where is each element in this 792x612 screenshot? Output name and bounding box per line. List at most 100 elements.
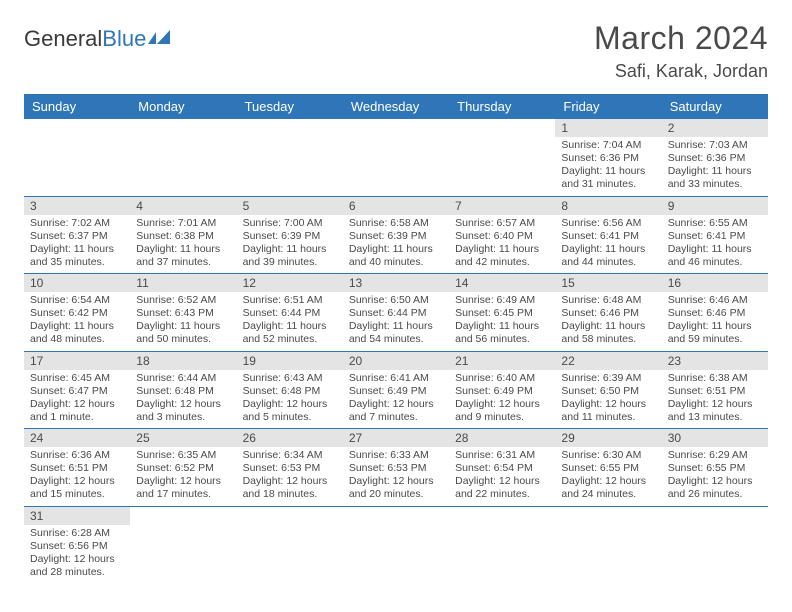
day-cell: 18Sunrise: 6:44 AMSunset: 6:48 PMDayligh…: [130, 351, 236, 429]
logo: GeneralBlue: [24, 26, 174, 52]
day-details: Sunrise: 6:50 AMSunset: 6:44 PMDaylight:…: [343, 292, 449, 351]
day-details: Sunrise: 6:52 AMSunset: 6:43 PMDaylight:…: [130, 292, 236, 351]
day-cell: 1Sunrise: 7:04 AMSunset: 6:36 PMDaylight…: [555, 119, 661, 196]
month-title: March 2024: [594, 20, 768, 57]
logo-flag-icon: [148, 30, 174, 48]
day-cell: [130, 506, 236, 583]
day-number: 11: [130, 274, 236, 292]
day-number: 7: [449, 197, 555, 215]
day-number: 23: [662, 352, 768, 370]
week-row: 1Sunrise: 7:04 AMSunset: 6:36 PMDaylight…: [24, 119, 768, 196]
col-saturday: Saturday: [662, 94, 768, 119]
day-number: 19: [237, 352, 343, 370]
day-cell: 27Sunrise: 6:33 AMSunset: 6:53 PMDayligh…: [343, 429, 449, 507]
day-number: 6: [343, 197, 449, 215]
week-row: 31Sunrise: 6:28 AMSunset: 6:56 PMDayligh…: [24, 506, 768, 583]
day-details: Sunrise: 6:31 AMSunset: 6:54 PMDaylight:…: [449, 447, 555, 506]
day-details: Sunrise: 6:46 AMSunset: 6:46 PMDaylight:…: [662, 292, 768, 351]
col-tuesday: Tuesday: [237, 94, 343, 119]
day-number: 5: [237, 197, 343, 215]
day-number: 22: [555, 352, 661, 370]
week-row: 3Sunrise: 7:02 AMSunset: 6:37 PMDaylight…: [24, 196, 768, 274]
day-cell: 19Sunrise: 6:43 AMSunset: 6:48 PMDayligh…: [237, 351, 343, 429]
day-cell: 11Sunrise: 6:52 AMSunset: 6:43 PMDayligh…: [130, 274, 236, 352]
day-number: 18: [130, 352, 236, 370]
day-cell: 8Sunrise: 6:56 AMSunset: 6:41 PMDaylight…: [555, 196, 661, 274]
day-cell: 6Sunrise: 6:58 AMSunset: 6:39 PMDaylight…: [343, 196, 449, 274]
day-cell: 14Sunrise: 6:49 AMSunset: 6:45 PMDayligh…: [449, 274, 555, 352]
day-details: Sunrise: 7:00 AMSunset: 6:39 PMDaylight:…: [237, 215, 343, 274]
day-cell: 25Sunrise: 6:35 AMSunset: 6:52 PMDayligh…: [130, 429, 236, 507]
day-details: Sunrise: 6:54 AMSunset: 6:42 PMDaylight:…: [24, 292, 130, 351]
week-row: 17Sunrise: 6:45 AMSunset: 6:47 PMDayligh…: [24, 351, 768, 429]
day-number: 15: [555, 274, 661, 292]
day-details: Sunrise: 6:33 AMSunset: 6:53 PMDaylight:…: [343, 447, 449, 506]
day-cell: 30Sunrise: 6:29 AMSunset: 6:55 PMDayligh…: [662, 429, 768, 507]
day-cell: [130, 119, 236, 196]
day-cell: [343, 506, 449, 583]
day-cell: [449, 506, 555, 583]
day-cell: [237, 506, 343, 583]
day-details: Sunrise: 6:38 AMSunset: 6:51 PMDaylight:…: [662, 370, 768, 429]
day-number: 26: [237, 429, 343, 447]
day-number: 10: [24, 274, 130, 292]
day-number: 13: [343, 274, 449, 292]
day-cell: 4Sunrise: 7:01 AMSunset: 6:38 PMDaylight…: [130, 196, 236, 274]
day-details: Sunrise: 6:36 AMSunset: 6:51 PMDaylight:…: [24, 447, 130, 506]
day-cell: 2Sunrise: 7:03 AMSunset: 6:36 PMDaylight…: [662, 119, 768, 196]
location: Safi, Karak, Jordan: [594, 61, 768, 82]
day-details: Sunrise: 6:35 AMSunset: 6:52 PMDaylight:…: [130, 447, 236, 506]
day-number: 29: [555, 429, 661, 447]
day-details: Sunrise: 6:40 AMSunset: 6:49 PMDaylight:…: [449, 370, 555, 429]
day-cell: 16Sunrise: 6:46 AMSunset: 6:46 PMDayligh…: [662, 274, 768, 352]
day-cell: 10Sunrise: 6:54 AMSunset: 6:42 PMDayligh…: [24, 274, 130, 352]
day-cell: 23Sunrise: 6:38 AMSunset: 6:51 PMDayligh…: [662, 351, 768, 429]
day-cell: 21Sunrise: 6:40 AMSunset: 6:49 PMDayligh…: [449, 351, 555, 429]
day-details: Sunrise: 7:03 AMSunset: 6:36 PMDaylight:…: [662, 137, 768, 196]
day-details: Sunrise: 6:29 AMSunset: 6:55 PMDaylight:…: [662, 447, 768, 506]
day-cell: [24, 119, 130, 196]
logo-text-general: General: [24, 26, 102, 52]
day-details: Sunrise: 6:45 AMSunset: 6:47 PMDaylight:…: [24, 370, 130, 429]
day-cell: [449, 119, 555, 196]
day-details: Sunrise: 6:44 AMSunset: 6:48 PMDaylight:…: [130, 370, 236, 429]
title-block: March 2024 Safi, Karak, Jordan: [594, 20, 768, 82]
day-cell: [237, 119, 343, 196]
day-number: 21: [449, 352, 555, 370]
week-row: 10Sunrise: 6:54 AMSunset: 6:42 PMDayligh…: [24, 274, 768, 352]
day-cell: [555, 506, 661, 583]
day-cell: 12Sunrise: 6:51 AMSunset: 6:44 PMDayligh…: [237, 274, 343, 352]
day-details: Sunrise: 6:58 AMSunset: 6:39 PMDaylight:…: [343, 215, 449, 274]
day-cell: 15Sunrise: 6:48 AMSunset: 6:46 PMDayligh…: [555, 274, 661, 352]
day-details: Sunrise: 6:51 AMSunset: 6:44 PMDaylight:…: [237, 292, 343, 351]
day-cell: 3Sunrise: 7:02 AMSunset: 6:37 PMDaylight…: [24, 196, 130, 274]
day-details: Sunrise: 6:55 AMSunset: 6:41 PMDaylight:…: [662, 215, 768, 274]
day-details: Sunrise: 6:39 AMSunset: 6:50 PMDaylight:…: [555, 370, 661, 429]
day-number: 12: [237, 274, 343, 292]
day-number: 25: [130, 429, 236, 447]
day-number: 3: [24, 197, 130, 215]
day-number: 8: [555, 197, 661, 215]
day-cell: 17Sunrise: 6:45 AMSunset: 6:47 PMDayligh…: [24, 351, 130, 429]
day-number: 27: [343, 429, 449, 447]
day-number: 31: [24, 507, 130, 525]
day-number: 24: [24, 429, 130, 447]
col-wednesday: Wednesday: [343, 94, 449, 119]
day-details: Sunrise: 6:48 AMSunset: 6:46 PMDaylight:…: [555, 292, 661, 351]
col-friday: Friday: [555, 94, 661, 119]
day-cell: 5Sunrise: 7:00 AMSunset: 6:39 PMDaylight…: [237, 196, 343, 274]
day-cell: 24Sunrise: 6:36 AMSunset: 6:51 PMDayligh…: [24, 429, 130, 507]
day-details: Sunrise: 6:43 AMSunset: 6:48 PMDaylight:…: [237, 370, 343, 429]
day-details: Sunrise: 6:49 AMSunset: 6:45 PMDaylight:…: [449, 292, 555, 351]
day-details: Sunrise: 6:41 AMSunset: 6:49 PMDaylight:…: [343, 370, 449, 429]
day-cell: [343, 119, 449, 196]
header-row: Sunday Monday Tuesday Wednesday Thursday…: [24, 94, 768, 119]
day-number: 17: [24, 352, 130, 370]
day-details: Sunrise: 6:56 AMSunset: 6:41 PMDaylight:…: [555, 215, 661, 274]
day-details: Sunrise: 6:57 AMSunset: 6:40 PMDaylight:…: [449, 215, 555, 274]
logo-text-blue: Blue: [102, 26, 146, 52]
day-number: 2: [662, 119, 768, 137]
day-number: 14: [449, 274, 555, 292]
day-cell: 13Sunrise: 6:50 AMSunset: 6:44 PMDayligh…: [343, 274, 449, 352]
day-details: Sunrise: 6:34 AMSunset: 6:53 PMDaylight:…: [237, 447, 343, 506]
